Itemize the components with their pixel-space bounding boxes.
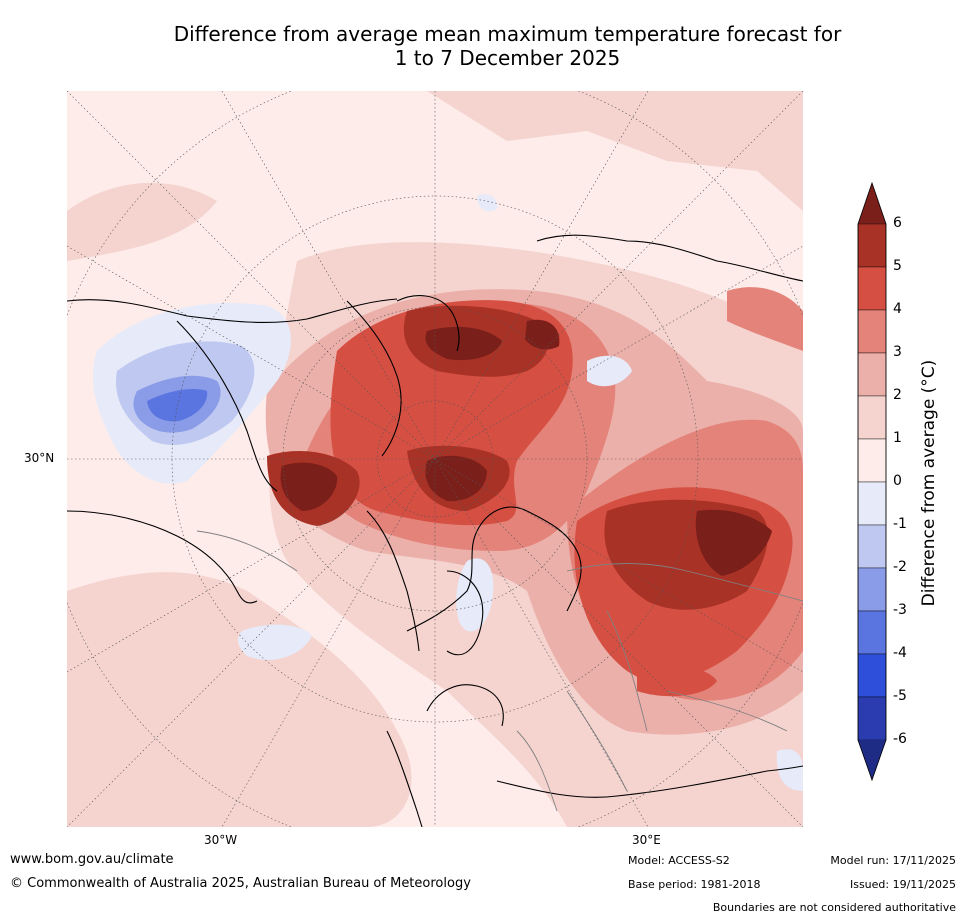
boundaries-disclaimer: Boundaries are not considered authoritat… bbox=[712, 901, 956, 914]
colorbar-tick-label: 3 bbox=[893, 344, 902, 360]
latitude-label-30n: 30°N bbox=[24, 451, 55, 465]
colorbar-bin bbox=[857, 567, 887, 612]
colorbar-bins bbox=[857, 223, 887, 741]
colorbar-bin bbox=[857, 266, 887, 311]
colorbar-tick-label: 4 bbox=[893, 301, 902, 317]
colorbar-tick-label: -3 bbox=[893, 602, 907, 618]
cool-anomaly-north-pacific bbox=[92, 303, 291, 484]
colorbar-bin bbox=[857, 395, 887, 440]
colorbar-title: Difference from average (°C) bbox=[919, 359, 939, 607]
colorbar-under-arrow bbox=[858, 740, 886, 780]
colorbar bbox=[857, 181, 887, 782]
colorbar-tick-label: 1 bbox=[893, 430, 902, 446]
base-period: Base period: 1981-2018 bbox=[628, 878, 761, 891]
colorbar-tick-label: -1 bbox=[893, 516, 907, 532]
issued-date: Issued: 19/11/2025 bbox=[849, 878, 956, 891]
website-url[interactable]: www.bom.gov.au/climate bbox=[10, 852, 174, 867]
colorbar-tick-label: -4 bbox=[893, 645, 907, 661]
copyright-notice: © Commonwealth of Australia 2025, Austra… bbox=[10, 876, 471, 891]
colorbar-bin bbox=[857, 223, 887, 268]
colorbar-tick-label: 6 bbox=[893, 215, 902, 231]
anomaly-map bbox=[67, 91, 803, 827]
cool-anomaly-patches bbox=[237, 194, 803, 791]
chart-title-line2: 1 to 7 December 2025 bbox=[394, 46, 621, 70]
colorbar-bin bbox=[857, 653, 887, 698]
colorbar-bin bbox=[857, 610, 887, 655]
colorbar-tick-label: -2 bbox=[893, 559, 907, 575]
colorbar-tick-label: 2 bbox=[893, 387, 902, 403]
chart-title-line1: Difference from average mean maximum tem… bbox=[173, 22, 842, 46]
colorbar-bin bbox=[857, 309, 887, 354]
country-borders bbox=[196, 530, 803, 812]
colorbar-over-arrow bbox=[858, 183, 886, 224]
anomaly-above-6-zones bbox=[280, 319, 772, 576]
coastlines bbox=[67, 234, 803, 827]
chart-title: Difference from average mean maximum tem… bbox=[60, 22, 955, 70]
colorbar-tick-label: 5 bbox=[893, 258, 902, 274]
graticule bbox=[67, 91, 803, 827]
colorbar-tick-label: 0 bbox=[893, 473, 902, 489]
colorbar-bin bbox=[857, 481, 887, 526]
longitude-label-30e: 30°E bbox=[632, 833, 661, 847]
colorbar-tick-label: -5 bbox=[893, 688, 907, 704]
longitude-label-30w: 30°W bbox=[204, 833, 238, 847]
colorbar-bin bbox=[857, 352, 887, 397]
colorbar-outline bbox=[857, 181, 887, 782]
colorbar-bin bbox=[857, 696, 887, 741]
colorbar-bin bbox=[857, 524, 887, 569]
model-run-date: Model run: 17/11/2025 bbox=[830, 854, 956, 867]
colorbar-tick-label: -6 bbox=[893, 731, 907, 747]
colorbar-bin bbox=[857, 438, 887, 483]
model-name: Model: ACCESS-S2 bbox=[628, 854, 730, 867]
map-canvas bbox=[67, 91, 803, 827]
